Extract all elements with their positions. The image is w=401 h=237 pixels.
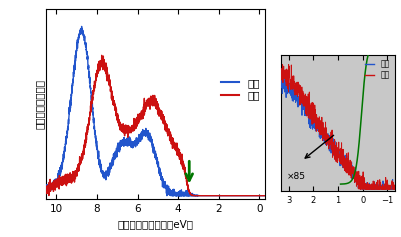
Legend: 内部, 表面: 内部, 表面 <box>363 58 390 81</box>
Y-axis label: 強度（電子の数）: 強度（電子の数） <box>35 79 45 129</box>
Text: ×85: ×85 <box>286 172 305 181</box>
Legend: 内部, 表面: 内部, 表面 <box>220 78 259 100</box>
X-axis label: 電子のエネルギー（eV）: 電子のエネルギー（eV） <box>117 219 193 229</box>
